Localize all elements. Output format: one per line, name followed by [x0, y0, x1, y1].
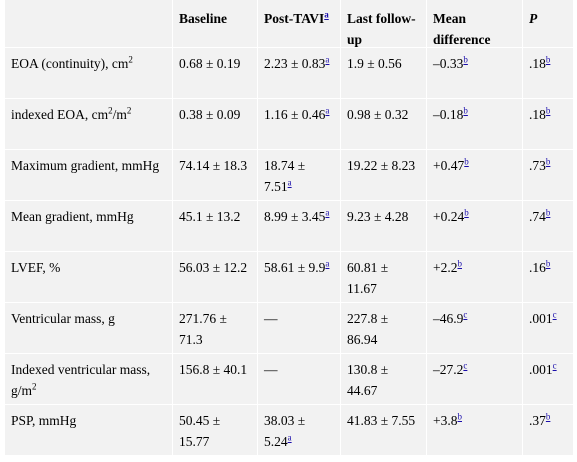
footnote-link[interactable]: c	[552, 360, 557, 371]
row-label: Indexed ventricular mass, g/m2	[5, 354, 173, 404]
footnote-link[interactable]: b	[457, 411, 463, 422]
cell-last-follow-up: 130.8 ± 44.67	[341, 354, 427, 404]
footnote-link[interactable]: c	[463, 309, 468, 320]
cell-post-tavi: 2.23 ± 0.83a	[258, 48, 341, 98]
cell-p-value: .001c	[529, 309, 557, 326]
cell-p-value: .001c	[529, 360, 557, 377]
row-label: Ventricular mass, g	[5, 303, 173, 353]
cell-post-tavi: —	[258, 303, 341, 353]
cell-mean-difference: –46.9c	[427, 303, 523, 353]
cell-baseline: 0.68 ± 0.19	[173, 48, 258, 98]
cell-last-follow-up: 0.98 ± 0.32	[341, 99, 427, 149]
cell-p-value: .73b	[529, 156, 551, 173]
table-row: PSP, mmHg 50.45 ± 15.77 38.03 ± 5.24a 41.83…	[5, 405, 573, 456]
cell-p-value: .37b	[529, 411, 551, 428]
footnote-link[interactable]: b	[463, 54, 468, 65]
cell-last-follow-up: 41.83 ± 7.55	[341, 405, 427, 455]
cell-p-value: .74b	[529, 207, 551, 224]
cell-post-tavi: 58.61 ± 9.9a	[258, 252, 341, 302]
header-post-tavi: Post-TAVIa	[258, 0, 341, 47]
footnote-link[interactable]: a	[324, 9, 329, 20]
header-empty	[5, 0, 173, 47]
cell-mean-difference: –27.2c	[427, 354, 523, 404]
footnote-link[interactable]: b	[457, 258, 463, 269]
cell-post-tavi: 8.99 ± 3.45a	[258, 201, 341, 251]
footnote-link[interactable]: a	[325, 258, 330, 269]
row-label: Maximum gradient, mmHg	[5, 150, 173, 200]
footnote-link[interactable]: b	[545, 207, 551, 218]
cell-p-value: .18b	[529, 54, 551, 71]
footnote-link[interactable]: a	[287, 432, 292, 443]
footnote-link[interactable]: c	[463, 360, 468, 371]
footnote-link[interactable]: b	[545, 411, 551, 422]
cell-post-tavi: —	[258, 354, 341, 404]
footnote-link[interactable]: b	[545, 105, 551, 116]
table-row: Indexed ventricular mass, g/m2 156.8 ± 40…	[5, 354, 573, 405]
header-last-follow-up: Last follow-up	[341, 0, 427, 47]
table-row: EOA (continuity), cm2 0.68 ± 0.19 2.23 ± 0…	[5, 48, 573, 99]
cell-last-follow-up: 9.23 ± 4.28	[341, 201, 427, 251]
table-row: Ventricular mass, g 271.76 ± 71.3—227.8 ±…	[5, 303, 573, 354]
footnote-link[interactable]: a	[287, 177, 292, 188]
cell-post-tavi: 18.74 ± 7.51a	[258, 150, 341, 200]
cell-last-follow-up: 60.81 ± 11.67	[341, 252, 427, 302]
table-row: indexed EOA, cm2/m2 0.38 ± 0.09 1.16 ± 0.4…	[5, 99, 573, 150]
cell-post-tavi: 1.16 ± 0.46a	[258, 99, 341, 149]
cell-baseline: 156.8 ± 40.1	[173, 354, 258, 404]
cell-p-value: .16b	[529, 258, 551, 275]
cell-baseline: 45.1 ± 13.2	[173, 201, 258, 251]
footnote-link[interactable]: a	[325, 207, 330, 218]
cell-last-follow-up: 227.8 ± 86.94	[341, 303, 427, 353]
row-label: PSP, mmHg	[5, 405, 173, 455]
cell-p-value: .18b	[529, 105, 551, 122]
row-label: Mean gradient, mmHg	[5, 201, 173, 251]
cell-baseline: 74.14 ± 18.3	[173, 150, 258, 200]
cell-post-tavi: 38.03 ± 5.24a	[258, 405, 341, 455]
footnote-link[interactable]: c	[552, 309, 557, 320]
cell-mean-difference: +3.8b	[427, 405, 523, 455]
footnote-link[interactable]: a	[325, 54, 330, 65]
footnote-link[interactable]: b	[463, 105, 468, 116]
cell-last-follow-up: 19.22 ± 8.23	[341, 150, 427, 200]
row-label: EOA (continuity), cm2	[5, 48, 173, 98]
data-table: Baseline Post-TAVIa Last follow-up Mean …	[5, 0, 573, 456]
cell-mean-difference: +2.2b	[427, 252, 523, 302]
footnote-link[interactable]: b	[545, 156, 551, 167]
header-p: P	[529, 11, 538, 26]
footnote-link[interactable]: b	[545, 54, 551, 65]
footnote-link[interactable]: a	[325, 105, 330, 116]
row-label: LVEF, %	[5, 252, 173, 302]
cell-baseline: 50.45 ± 15.77	[173, 405, 258, 455]
cell-baseline: 56.03 ± 12.2	[173, 252, 258, 302]
cell-mean-difference: –0.18b	[427, 99, 523, 149]
footnote-link[interactable]: b	[545, 258, 551, 269]
cell-baseline: 271.76 ± 71.3	[173, 303, 258, 353]
footnote-link[interactable]: b	[464, 156, 469, 167]
table-row: Maximum gradient, mmHg 74.14 ± 18.3 18.74 …	[5, 150, 573, 201]
row-label: indexed EOA, cm2/m2	[5, 99, 173, 149]
header-baseline: Baseline	[173, 0, 258, 47]
cell-mean-difference: +0.24b	[427, 201, 523, 251]
cell-baseline: 0.38 ± 0.09	[173, 99, 258, 149]
cell-mean-difference: –0.33b	[427, 48, 523, 98]
cell-mean-difference: +0.47b	[427, 150, 523, 200]
cell-last-follow-up: 1.9 ± 0.56	[341, 48, 427, 98]
footnote-link[interactable]: b	[464, 207, 469, 218]
table-row: Mean gradient, mmHg 45.1 ± 13.2 8.99 ± 3.4…	[5, 201, 573, 252]
table-row: LVEF, % 56.03 ± 12.2 58.61 ± 9.9a 60.81 ± 1…	[5, 252, 573, 303]
table-header-row: Baseline Post-TAVIa Last follow-up Mean …	[5, 0, 573, 48]
header-mean-difference: Mean difference	[427, 0, 523, 47]
